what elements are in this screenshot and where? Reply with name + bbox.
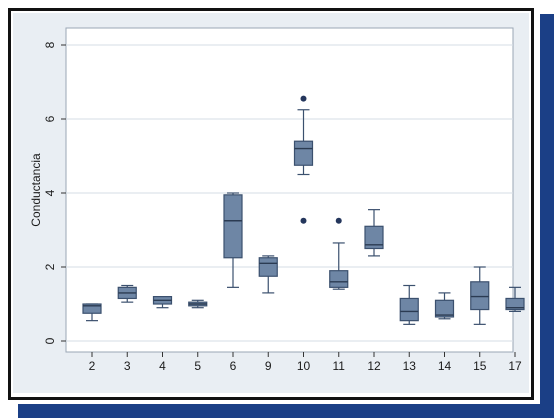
iqr-box <box>82 303 102 314</box>
y-tick-label: 2 <box>43 263 57 270</box>
x-tick-label: 3 <box>124 359 131 373</box>
y-tick-label: 4 <box>43 189 57 196</box>
y-tick-label: 8 <box>43 41 57 48</box>
frame-accent-right <box>540 14 554 418</box>
x-tick-label: 14 <box>438 359 452 373</box>
outlier-point <box>300 95 307 102</box>
box-12 <box>364 209 384 257</box>
outlier-point <box>300 217 307 224</box>
x-tick-label: 13 <box>403 359 417 373</box>
x-tick-label: 4 <box>159 359 166 373</box>
box-6 <box>223 192 243 288</box>
box-15 <box>470 266 490 325</box>
x-tick-label: 9 <box>265 359 272 373</box>
box-13 <box>399 284 419 325</box>
y-axis-title: Conductancia <box>29 153 43 227</box>
x-tick-label: 5 <box>194 359 201 373</box>
x-tick-label: 2 <box>89 359 96 373</box>
box-4 <box>152 296 173 309</box>
iqr-box <box>399 297 419 322</box>
x-axis: 2 3 4 5 6 9 10 11 12 13 14 15 17 <box>89 352 522 373</box>
iqr-box <box>258 257 278 277</box>
box-9 <box>258 255 278 294</box>
y-axis: 0 2 4 6 8 <box>43 41 66 344</box>
grid-lines <box>66 44 513 342</box>
outlier-point <box>335 217 342 224</box>
box-11 <box>329 217 349 290</box>
box-17 <box>505 286 525 312</box>
iqr-box <box>329 270 349 288</box>
boxes-layer <box>82 95 525 325</box>
x-tick-label: 6 <box>230 359 237 373</box>
box-2 <box>82 303 102 322</box>
x-tick-label: 10 <box>297 359 311 373</box>
iqr-box <box>293 140 314 166</box>
box-5 <box>188 299 208 309</box>
iqr-box <box>364 225 384 250</box>
box-10 <box>293 95 314 224</box>
y-tick-label: 6 <box>43 115 57 122</box>
plot-area <box>65 27 514 353</box>
x-tick-label: 17 <box>508 359 522 373</box>
y-tick-label: 0 <box>43 337 57 344</box>
frame-accent-bottom <box>18 404 554 418</box>
iqr-box <box>505 297 525 311</box>
box-3 <box>117 284 137 303</box>
iqr-box <box>223 194 243 259</box>
x-tick-label: 15 <box>473 359 487 373</box>
box-14 <box>434 292 455 320</box>
iqr-box <box>470 281 490 311</box>
x-tick-label: 11 <box>333 359 346 373</box>
x-tick-label: 12 <box>367 359 381 373</box>
iqr-box <box>434 299 455 318</box>
